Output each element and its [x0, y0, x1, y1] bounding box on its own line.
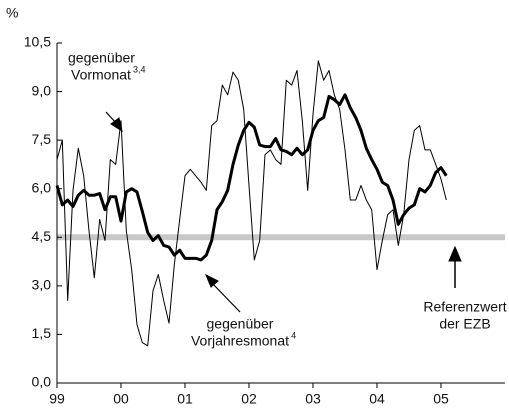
series-line	[55, 93, 448, 262]
y-tick-label: 0,0	[32, 374, 52, 390]
x-tick-label: 05	[433, 391, 449, 407]
x-tick-label: 03	[305, 391, 321, 407]
series-line	[56, 60, 447, 347]
y-tick-label: 6,0	[32, 179, 52, 195]
x-tick-label: 02	[241, 391, 257, 407]
x-tick-label: 01	[177, 391, 193, 407]
arrows	[105, 111, 462, 313]
y-axis-label: %	[6, 5, 18, 21]
annotation: der EZB	[439, 316, 490, 332]
x-tick-label: 04	[369, 391, 385, 407]
x-tick-label: 99	[49, 391, 65, 407]
annotation: Vorjahresmonat	[191, 333, 289, 349]
annotation: Referenzwert	[423, 299, 506, 315]
y-tick-label: 7,5	[32, 131, 52, 147]
x-tick-label: 00	[113, 391, 129, 407]
y-tick-label: 1,5	[32, 325, 52, 341]
y-tick-label: 3,0	[32, 277, 52, 293]
annotation: gegenüber	[207, 316, 274, 332]
annotation: gegenüber	[68, 50, 135, 66]
annotation-superscript: 3,4	[133, 64, 146, 74]
y-tick-label: 9,0	[32, 82, 52, 98]
annotation-superscript: 4	[291, 330, 296, 340]
y-tick-label: 10,5	[24, 34, 51, 50]
y-tick-label: 4,5	[32, 228, 52, 244]
annotation: Vormonat	[71, 67, 131, 83]
